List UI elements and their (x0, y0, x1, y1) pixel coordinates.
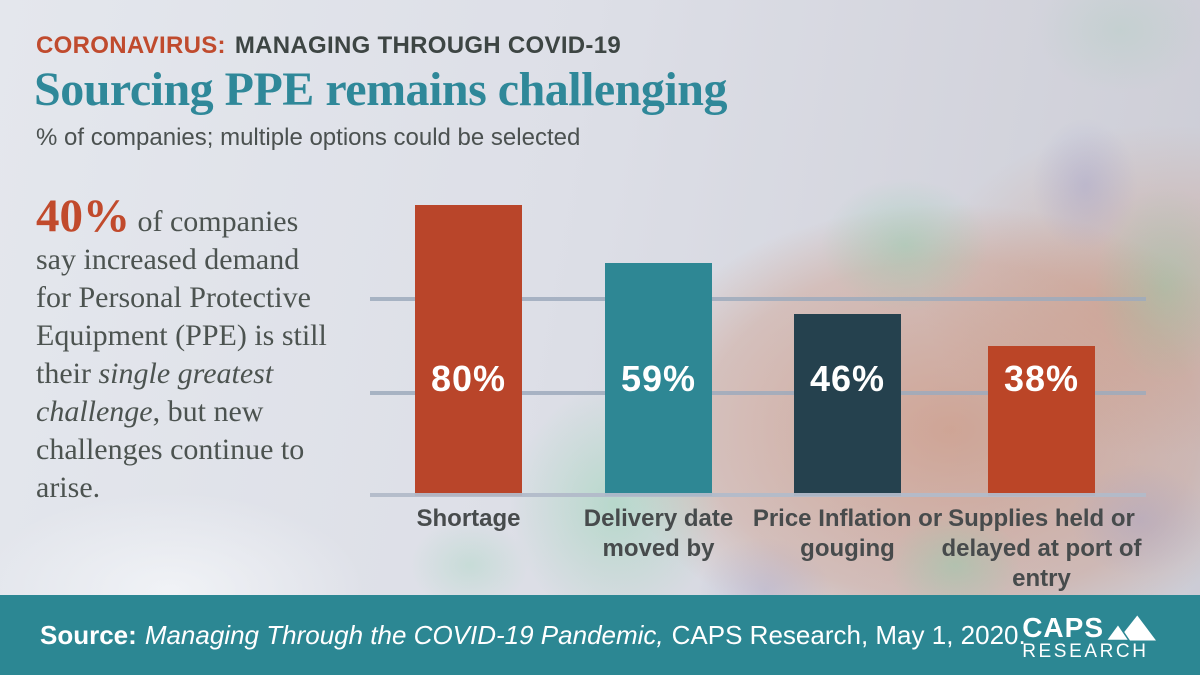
eyebrow-highlight: CORONAVIRUS: (36, 32, 226, 59)
gridline-lower (370, 391, 1146, 395)
eyebrow: CORONAVIRUS: MANAGING THROUGH COVID-19 (36, 32, 621, 60)
source-title: Managing Through the COVID-19 Pandemic, (144, 619, 664, 650)
logo-caps-text: CAPS (1022, 612, 1104, 643)
stat-callout: 40% of companies say increased demand fo… (36, 193, 328, 507)
eyebrow-rest: MANAGING THROUGH COVID-19 (234, 32, 622, 59)
stat-text: of companies say increased demand for Pe… (36, 205, 327, 390)
bar-shortage (415, 205, 522, 496)
bar-label-price-inflation-or-gouging: Price Inflation or gouging (752, 505, 943, 562)
source-rest: CAPS Research, May 1, 2020. (671, 619, 1026, 650)
source-line: Source: Managing Through the COVID-19 Pan… (40, 620, 1026, 651)
page-title: Sourcing PPE remains challenging (34, 63, 727, 116)
caps-research-logo: CAPS RESEARCH (1022, 612, 1156, 663)
gridline-upper (370, 297, 1146, 301)
bar-value-supplies-held-or-delayed-at-port-of-entry: 38% (1003, 358, 1080, 399)
stat-value: 40% (36, 190, 130, 242)
stat-text-italic: single greatest challenge (36, 357, 274, 428)
bar-label-supplies-held-or-delayed-at-port-of-entry: Supplies held or delayed at port of entr… (941, 505, 1142, 592)
bar-value-shortage: 80% (430, 358, 507, 399)
bar-label-delivery-date-moved-by: Delivery date moved by (583, 505, 734, 562)
stat-text-end: , but new challenges continue to arise. (36, 395, 305, 504)
bar-delivery-date-moved-by (605, 263, 712, 496)
bar-value-delivery-date-moved-by: 59% (620, 358, 697, 399)
chart-subtitle: % of companies; multiple options could b… (36, 124, 581, 151)
bar-price-inflation-or-gouging (794, 314, 901, 496)
bar-label-shortage: Shortage (416, 505, 521, 532)
footer-band: Source: Managing Through the COVID-19 Pan… (0, 595, 1200, 675)
logo-research-text: RESEARCH (1022, 641, 1149, 662)
x-axis-baseline (370, 493, 1146, 497)
source-label: Source: (40, 619, 137, 650)
mountain-icon (1106, 615, 1156, 641)
bar-value-price-inflation-or-gouging: 46% (809, 358, 886, 399)
bar-supplies-held-or-delayed-at-port-of-entry (988, 346, 1095, 496)
